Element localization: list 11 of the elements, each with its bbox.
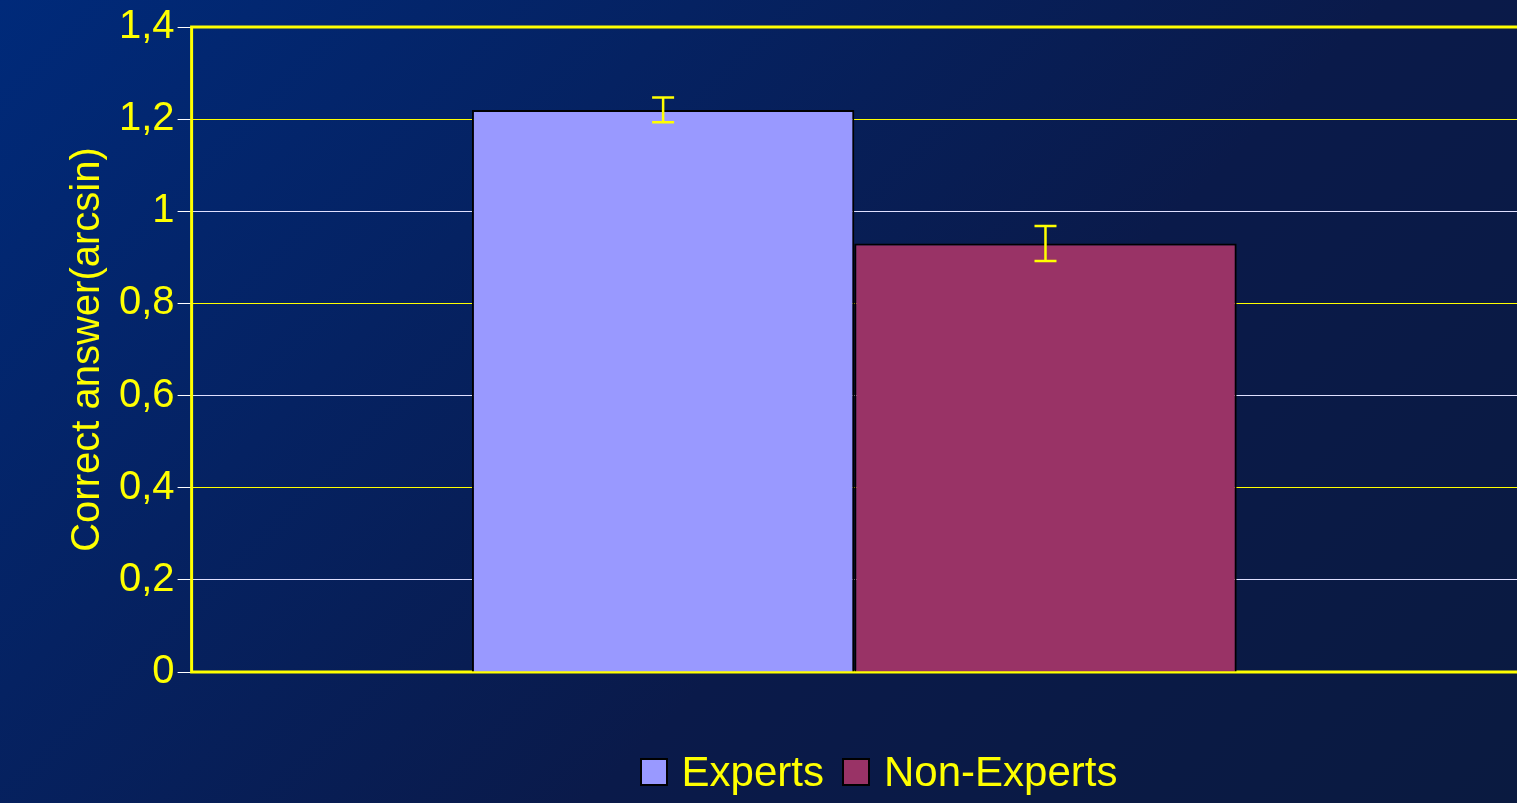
y-tick-label: 1 [152,186,175,231]
y-axis-title: Correct answer(arcsin) [63,147,108,552]
series-label: Experts [681,748,824,796]
y-tick-label: 0 [152,647,175,692]
y-tick-label: 1,4 [119,2,175,47]
y-tick-label: 0,4 [119,462,175,507]
y-tick-label: 0,8 [119,278,175,323]
y-tick-label: 1,2 [119,94,175,139]
y-tick-label: 0,2 [119,554,175,599]
y-tick-label: 0,6 [119,370,175,415]
legend-label: Non-Experts [883,748,1118,796]
